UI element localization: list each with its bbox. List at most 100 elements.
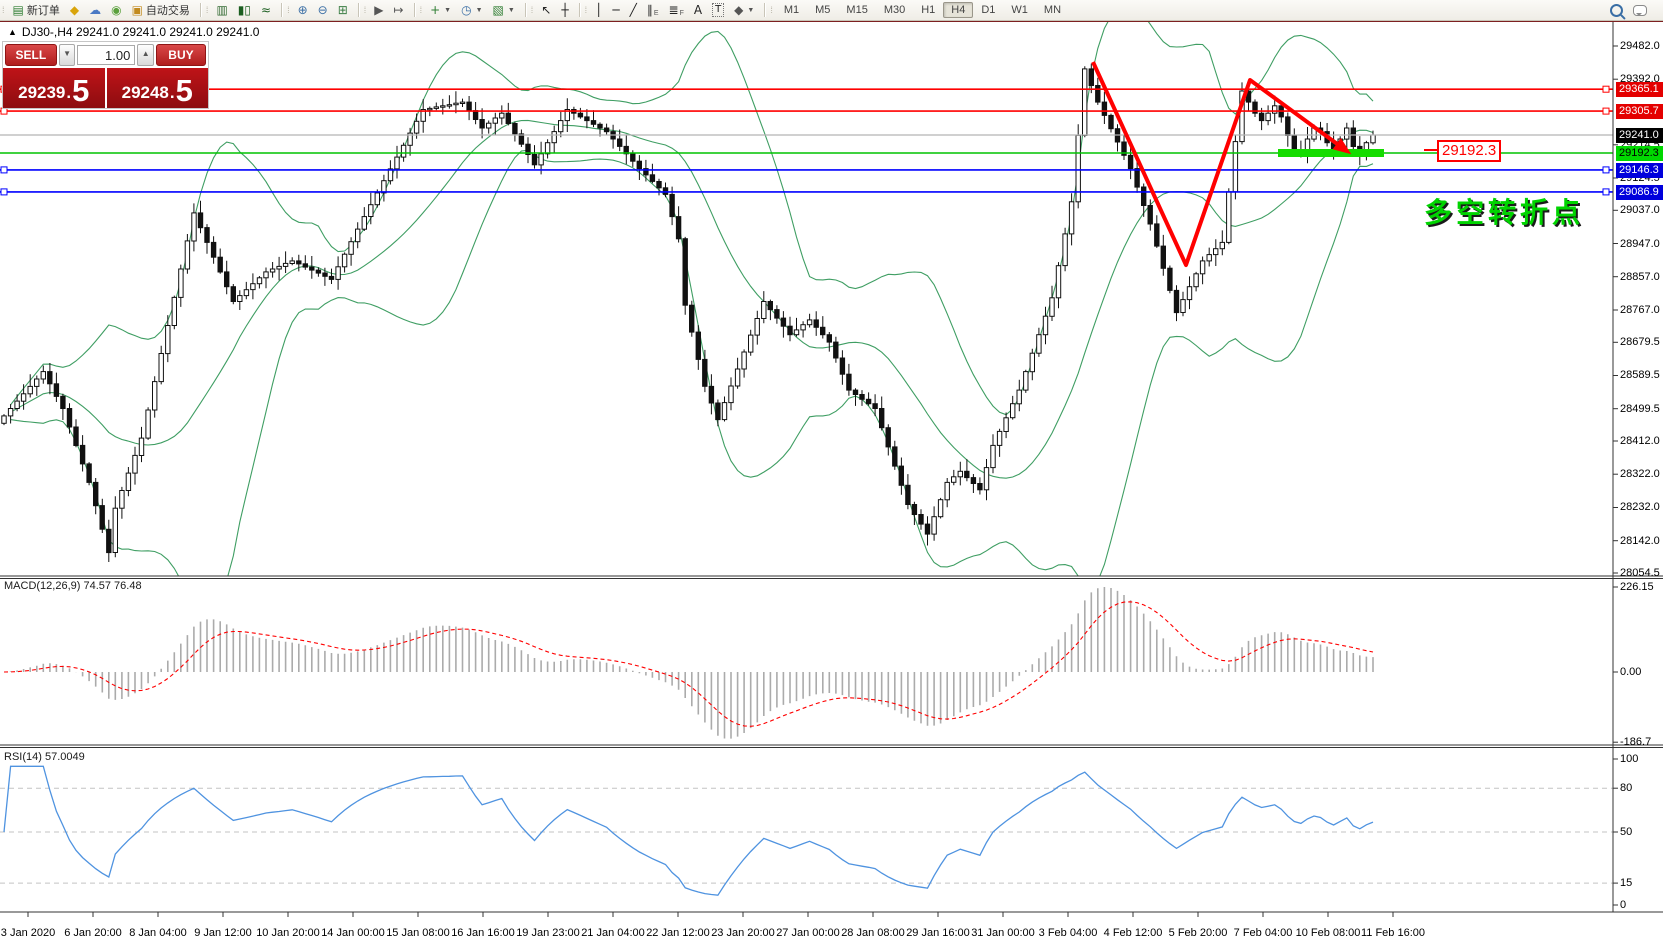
price-tick-label: 28679.5 <box>1620 336 1660 348</box>
price-callout-dash <box>1424 149 1437 151</box>
rsi-tick-label: 50 <box>1620 826 1633 838</box>
text-button[interactable]: A <box>689 2 707 18</box>
chart-shift-icon: ↦ <box>393 3 404 17</box>
rsi-tick-label: 100 <box>1620 753 1639 765</box>
signals-button[interactable]: ◉ <box>106 2 126 18</box>
time-axis-label: 10 Jan 20:00 <box>256 927 320 939</box>
auto-scroll-button[interactable]: ▶ <box>369 2 388 18</box>
toolbar-grip: ⁞ <box>584 5 587 15</box>
time-axis-label: 23 Jan 20:00 <box>711 927 775 939</box>
sell-price-main: 29239 <box>18 83 66 102</box>
turning-point-annotation[interactable]: 多空转折点 <box>1424 197 1585 228</box>
volume-input[interactable] <box>77 45 136 65</box>
rsi-indicator-label: RSI(14) 57.0049 <box>4 751 85 763</box>
new-order-icon: ▤ <box>12 3 24 17</box>
toolbar-separator <box>413 3 416 17</box>
periodicity-button[interactable]: ◷ ▼ <box>456 2 487 18</box>
tile-windows-button[interactable]: ⊞ <box>333 2 353 18</box>
market-watch-button[interactable]: ◆ <box>65 2 84 18</box>
timeframe-m30-button[interactable]: M30 <box>883 4 906 16</box>
sell-button[interactable]: SELL <box>5 44 57 66</box>
horizontal-line-29305.7[interactable] <box>0 107 1613 115</box>
candlesticks <box>1 63 1376 562</box>
search-icon[interactable] <box>1610 3 1623 17</box>
timeframe-m15-button[interactable]: M15 <box>846 4 868 16</box>
new-chart-icon: + <box>430 3 441 17</box>
time-axis-label: 11 Feb 16:00 <box>1360 927 1426 939</box>
time-axis-label: 6 Jan 20:00 <box>64 927 122 939</box>
timeframe-m1-button[interactable]: M1 <box>783 4 800 16</box>
vertical-line-button[interactable]: │ <box>590 2 607 18</box>
time-axis-label: 3 Jan 2020 <box>0 927 56 939</box>
horizontal-line-button[interactable]: ─ <box>607 2 624 18</box>
arrow-head <box>1332 138 1352 155</box>
horizontal-line-icon: ─ <box>612 3 620 17</box>
crosshair-button[interactable]: ┼ <box>556 2 573 18</box>
arrows-button[interactable]: ◆ ▼ <box>729 2 759 18</box>
cursor-button[interactable]: ↖ <box>536 2 556 18</box>
market-watch-icon: ◆ <box>69 3 80 17</box>
price-tick-label: 28767.0 <box>1620 304 1660 316</box>
community-button[interactable]: ☁ <box>84 2 106 18</box>
text-label-button[interactable]: T <box>707 1 729 19</box>
new-chart-button[interactable]: + ▼ <box>425 2 456 18</box>
zoom-in-button[interactable]: ⊕ <box>293 2 313 18</box>
time-axis-label: 9 Jan 12:00 <box>194 927 252 939</box>
sell-price-panel[interactable]: 29239 . 5 <box>3 68 105 108</box>
price-callout-label[interactable]: 29192.3 <box>1437 140 1502 162</box>
arrows-icon: ◆ <box>734 3 744 17</box>
price-tick-label: 28947.0 <box>1620 238 1660 250</box>
price-tick-label: 28589.5 <box>1620 369 1660 381</box>
candle-chart-icon: ▮▯ <box>237 3 251 17</box>
collapse-panel-arrow[interactable]: ▲ <box>8 27 17 37</box>
timeframe-w1-button[interactable]: W1 <box>1011 4 1028 16</box>
price-badge-29241.0: 29241.0 <box>1616 128 1663 143</box>
icon-subscript: E <box>653 9 659 17</box>
fibonacci-button[interactable]: ≣ F <box>664 2 689 19</box>
new-order-button[interactable]: ▤ 新订单 <box>8 0 65 20</box>
timeframe-h4-button[interactable]: H4 <box>943 2 974 18</box>
buy-button[interactable]: BUY <box>155 44 206 66</box>
time-axis-label: 3 Feb 04:00 <box>1038 927 1098 939</box>
price-badge-29192.3: 29192.3 <box>1616 146 1663 161</box>
line-chart-button[interactable]: ≈ <box>256 2 276 18</box>
bar-chart-button[interactable]: ▥ <box>211 2 232 18</box>
timeframe-d1-button[interactable]: D1 <box>981 4 996 16</box>
zigzag-trend-drawing[interactable] <box>1091 61 1352 267</box>
horizontal-line-29146.3[interactable] <box>0 166 1613 174</box>
time-axis-label: 15 Jan 08:00 <box>386 927 450 939</box>
candle-chart-button[interactable]: ▮▯ <box>233 2 256 18</box>
chevron-down-icon: ▼ <box>507 6 515 14</box>
toolbar-separator <box>578 3 581 17</box>
equidistant-channel-button[interactable]: ∥ E <box>642 2 664 19</box>
macd-indicator-label: MACD(12,26,9) 74.57 76.48 <box>4 580 142 592</box>
auto-trading-icon: ▣ <box>131 3 143 17</box>
time-axis-label: 28 Jan 08:00 <box>841 927 905 939</box>
community-icon: ☁ <box>89 3 102 17</box>
horizontal-line-29365.1[interactable] <box>0 85 1613 93</box>
macd-tick-label: 226.15 <box>1620 581 1654 593</box>
indicators-button[interactable]: ▧ ▼ <box>488 2 520 18</box>
fibonacci-icon: ≣ <box>668 3 679 17</box>
rsi-tick-label: 80 <box>1620 782 1633 794</box>
zoom-out-button[interactable]: ⊖ <box>313 2 333 18</box>
volume-increase-button[interactable]: ▲ <box>137 44 154 66</box>
crosshair-icon: ┼ <box>561 3 569 17</box>
support-zone-highlight[interactable] <box>1278 149 1384 157</box>
auto-trading-button[interactable]: ▣ 自动交易 <box>127 0 195 20</box>
price-tick-label: 29482.0 <box>1620 40 1660 52</box>
timeframe-m5-button[interactable]: M5 <box>815 4 831 16</box>
volume-decrease-button[interactable]: ▼ <box>58 44 76 66</box>
horizontal-line-29086.9[interactable] <box>0 188 1613 196</box>
trendline-button[interactable]: ╱ <box>625 2 642 18</box>
rsi-tick-label: 0 <box>1620 899 1627 911</box>
timeframe-mn-button[interactable]: MN <box>1043 4 1062 16</box>
icon-subscript: F <box>679 9 684 17</box>
price-tick-label: 28322.0 <box>1620 468 1660 480</box>
chart-shift-button[interactable]: ↦ <box>389 2 409 18</box>
timeframe-h1-button[interactable]: H1 <box>921 4 936 16</box>
signals-icon: ◉ <box>111 3 122 17</box>
chat-icon[interactable] <box>1633 4 1647 16</box>
price-badge-29365.1: 29365.1 <box>1616 82 1663 97</box>
buy-price-panel[interactable]: 29248 . 5 <box>106 68 208 108</box>
